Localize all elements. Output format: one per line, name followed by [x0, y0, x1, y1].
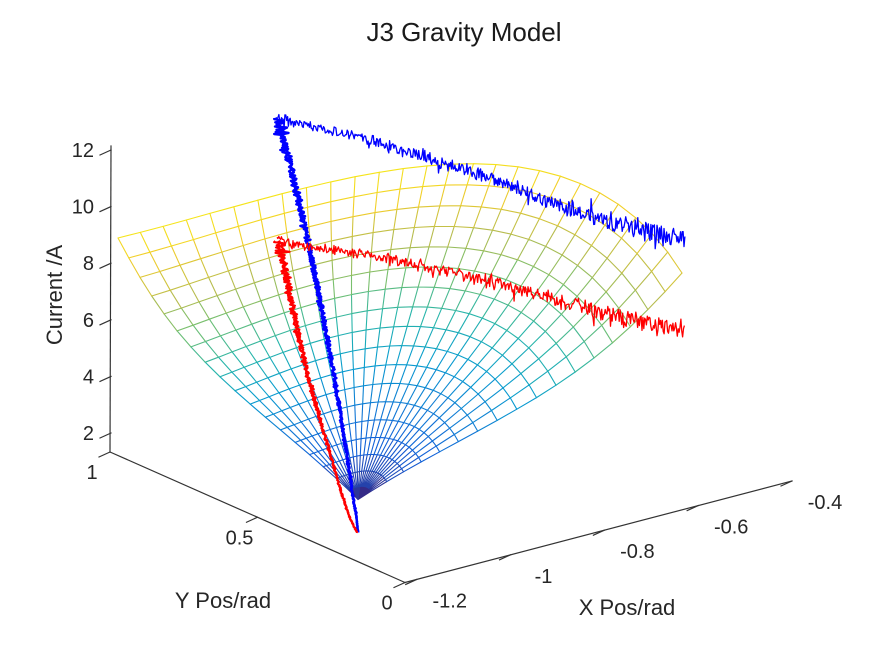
y-tick-label: 1 [86, 462, 97, 484]
surface-mesh-lines [139, 205, 683, 297]
surface-mesh-lines [176, 259, 631, 344]
surface-mesh-lines [322, 453, 405, 483]
surface-mesh-lines [219, 313, 576, 386]
z-tick-label: 6 [83, 310, 94, 332]
x-tick [780, 480, 793, 487]
y-tick [393, 581, 406, 589]
z-tick [99, 205, 112, 213]
surface-mesh-lines [128, 175, 637, 259]
z-axis-label: Current /A [42, 245, 67, 346]
surface-mesh-lines [279, 393, 479, 436]
surface-mesh-lines [249, 350, 538, 410]
surface-mesh-lines [204, 306, 576, 378]
surface-mesh-lines [249, 364, 518, 421]
trace-descent-branch [273, 240, 358, 534]
surface-mesh-lines [151, 227, 649, 315]
surface-mesh-lines [234, 345, 538, 405]
z-tick [99, 319, 112, 326]
surface-mesh-lines [219, 325, 557, 392]
z-tick-label: 4 [83, 366, 94, 388]
trace-descent-branch [273, 116, 360, 533]
surface-mesh-lines [294, 417, 459, 453]
surface-mesh-lines [190, 279, 614, 359]
y-tick [245, 516, 259, 524]
x-tick-label: -1 [535, 566, 553, 588]
x-tick-label: -0.6 [714, 517, 748, 539]
z-tick-label: 10 [72, 197, 94, 219]
z-axis-line [109, 145, 112, 453]
z-tick [99, 375, 112, 383]
trace-edge-sweep-branch [277, 113, 686, 250]
surface-mesh-lines [117, 164, 601, 259]
x-tick [592, 529, 606, 537]
x-tick-label: -0.4 [808, 492, 842, 514]
x-tick [498, 554, 512, 561]
z-tick [99, 262, 112, 269]
x-axis-label: X Pos/rad [579, 595, 676, 620]
trace-descent-branch [273, 117, 360, 533]
series-red-trace [273, 235, 686, 534]
z-tick-label: 12 [72, 140, 94, 162]
surface-mesh-lines [264, 382, 498, 432]
z-tick-label: 8 [83, 253, 94, 275]
surface-mesh-lines [234, 332, 557, 399]
z-tick-label: 2 [83, 423, 94, 445]
surface-mesh-lines [264, 369, 498, 421]
surface-mesh-lines [294, 419, 441, 456]
trace-edge-sweep-branch [276, 235, 686, 338]
x-axis-line [404, 480, 793, 584]
axis-ticks [98, 149, 793, 589]
surface-mesh-lines [322, 438, 422, 473]
surface-mesh [117, 163, 683, 501]
x-tick [404, 578, 418, 586]
y-axis-label: Y Pos/rad [175, 588, 271, 613]
z-tick [99, 149, 112, 156]
x-tick [686, 504, 699, 512]
surface-mesh-lines [204, 293, 595, 373]
surface-mesh-lines [190, 286, 595, 363]
x-tick-label: -0.8 [620, 541, 654, 563]
chart-title: J3 Gravity Model [366, 17, 561, 47]
y-tick-label: 0.5 [226, 527, 254, 549]
y-tick-label: 0 [381, 593, 392, 615]
surface-mesh-lines [139, 163, 561, 253]
x-tick-label: -1.2 [432, 590, 466, 612]
surface-mesh-lines [279, 401, 479, 443]
y-tick [98, 451, 111, 458]
series-blue-trace [273, 113, 686, 533]
z-tick [99, 432, 112, 439]
